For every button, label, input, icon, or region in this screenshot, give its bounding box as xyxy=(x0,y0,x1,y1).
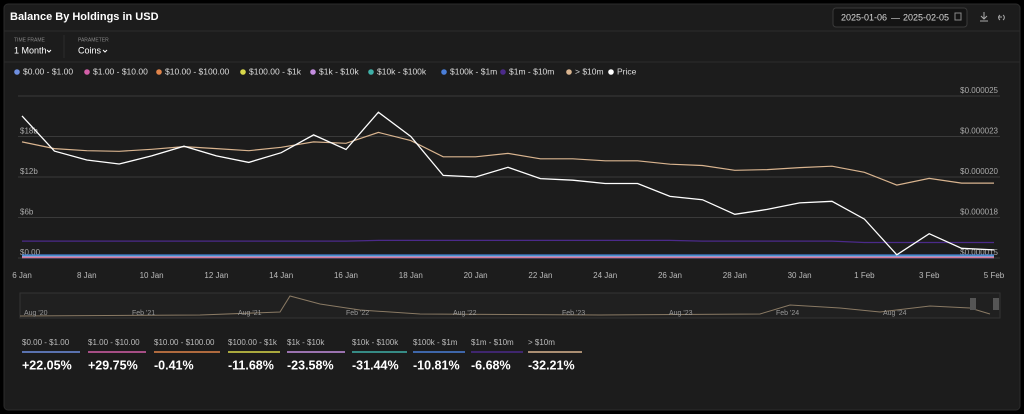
summary-change: -31.44% xyxy=(352,358,399,372)
navigator-handle[interactable] xyxy=(970,298,976,310)
summary-change: -10.81% xyxy=(413,358,460,372)
navigator-label: Aug '24 xyxy=(883,310,907,317)
navigator-label: Aug '23 xyxy=(669,310,693,317)
summary-change: +29.75% xyxy=(88,358,138,372)
y-tick-label: $6b xyxy=(20,208,34,217)
x-tick-label: 28 Jan xyxy=(723,271,747,280)
summary-label: $100.00 - $1k xyxy=(228,338,278,347)
legend-dot xyxy=(156,69,162,75)
date-sep: — xyxy=(891,12,900,22)
legend-dot xyxy=(566,69,572,75)
link-icon[interactable] xyxy=(998,14,1005,21)
date-to: 2025-02-05 xyxy=(903,12,949,22)
date-from: 2025-01-06 xyxy=(841,12,887,22)
title: Balance By Holdings in USD xyxy=(10,11,159,23)
download-icon[interactable] xyxy=(980,12,988,22)
control-value[interactable]: Coins xyxy=(78,45,102,55)
summary-change: +22.05% xyxy=(22,358,72,372)
legend-dot xyxy=(14,69,20,75)
x-tick-label: 6 Jan xyxy=(12,271,32,280)
x-tick-label: 26 Jan xyxy=(658,271,682,280)
x-tick-label: 5 Feb xyxy=(984,271,1005,280)
legend-label: $10.00 - $100.00 xyxy=(165,66,230,76)
navigator-label: Feb '22 xyxy=(346,310,369,317)
y-tick-label: $12b xyxy=(20,167,38,176)
x-tick-label: 18 Jan xyxy=(399,271,423,280)
legend-label: $0.00 - $1.00 xyxy=(23,66,73,76)
summary-label: $10.00 - $100.00 xyxy=(154,338,215,347)
navigator-handle[interactable] xyxy=(993,298,999,310)
navigator[interactable] xyxy=(19,292,1001,319)
y2-tick-label: $0.000015 xyxy=(960,248,998,257)
y-tick-label: $0.00 xyxy=(20,248,41,257)
y-tick-label: $18b xyxy=(20,127,38,136)
x-tick-label: 10 Jan xyxy=(140,271,164,280)
series-line xyxy=(21,111,995,256)
legend-dot xyxy=(441,69,447,75)
legend-label: $1.00 - $10.00 xyxy=(93,66,148,76)
y2-tick-label: $0.000020 xyxy=(960,167,998,176)
chevron xyxy=(102,49,108,53)
summary-label: $1m - $10m xyxy=(471,338,514,347)
series-line xyxy=(22,239,994,244)
legend-dot xyxy=(240,69,246,75)
legend-label: $100.00 - $1k xyxy=(249,66,302,76)
legend-dot xyxy=(608,69,614,75)
summary-change: -11.68% xyxy=(228,358,274,372)
navigator-label: Aug '21 xyxy=(238,310,262,317)
navigator-label: Aug '20 xyxy=(24,310,48,317)
x-tick-label: 30 Jan xyxy=(788,271,812,280)
navigator-label: Feb '21 xyxy=(132,310,155,317)
date-picker[interactable] xyxy=(832,7,968,28)
control-value[interactable]: 1 Month xyxy=(14,45,47,55)
summary-change: -0.41% xyxy=(154,358,194,372)
legend-dot xyxy=(368,69,374,75)
summary-label: > $10m xyxy=(528,338,555,347)
summary-change: -23.58% xyxy=(287,358,334,372)
y2-tick-label: $0.000018 xyxy=(960,208,998,217)
summary-change: -32.21% xyxy=(528,358,575,372)
navigator-label: Feb '23 xyxy=(562,310,585,317)
x-tick-label: 8 Jan xyxy=(77,271,97,280)
navigator-label: Feb '24 xyxy=(776,310,799,317)
legend-label: Price xyxy=(617,66,637,76)
legend-label: $100k - $1m xyxy=(450,66,497,76)
legend-label: $1k - $10k xyxy=(319,66,359,76)
calendar-icon xyxy=(954,12,962,21)
summary-label: $1.00 - $10.00 xyxy=(88,338,140,347)
control-caption: TIME FRAME xyxy=(14,37,45,43)
x-tick-label: 3 Feb xyxy=(919,271,940,280)
x-tick-label: 14 Jan xyxy=(269,271,293,280)
summary-label: $0.00 - $1.00 xyxy=(22,338,70,347)
y2-tick-label: $0.000025 xyxy=(960,86,998,95)
navigator-line xyxy=(19,295,991,317)
navigator-label: Aug '22 xyxy=(453,310,477,317)
summary-label: $100k - $1m xyxy=(413,338,458,347)
x-tick-label: 1 Feb xyxy=(854,271,875,280)
summary-label: $10k - $100k xyxy=(352,338,399,347)
legend-label: > $10m xyxy=(575,66,604,76)
x-tick-label: 16 Jan xyxy=(334,271,358,280)
legend-dot xyxy=(500,69,506,75)
legend-dot xyxy=(310,69,316,75)
legend-label: $1m - $10m xyxy=(509,66,554,76)
x-tick-label: 20 Jan xyxy=(464,271,488,280)
chevron xyxy=(46,49,52,53)
x-tick-label: 22 Jan xyxy=(528,271,552,280)
legend-dot xyxy=(84,69,90,75)
summary-change: -6.68% xyxy=(471,358,511,372)
summary-label: $1k - $10k xyxy=(287,338,325,347)
control-caption: PARAMETER xyxy=(78,37,109,43)
card xyxy=(3,3,1021,411)
legend-label: $10k - $100k xyxy=(377,66,427,76)
x-tick-label: 24 Jan xyxy=(593,271,617,280)
x-tick-label: 12 Jan xyxy=(204,271,228,280)
y2-tick-label: $0.000023 xyxy=(960,127,998,136)
